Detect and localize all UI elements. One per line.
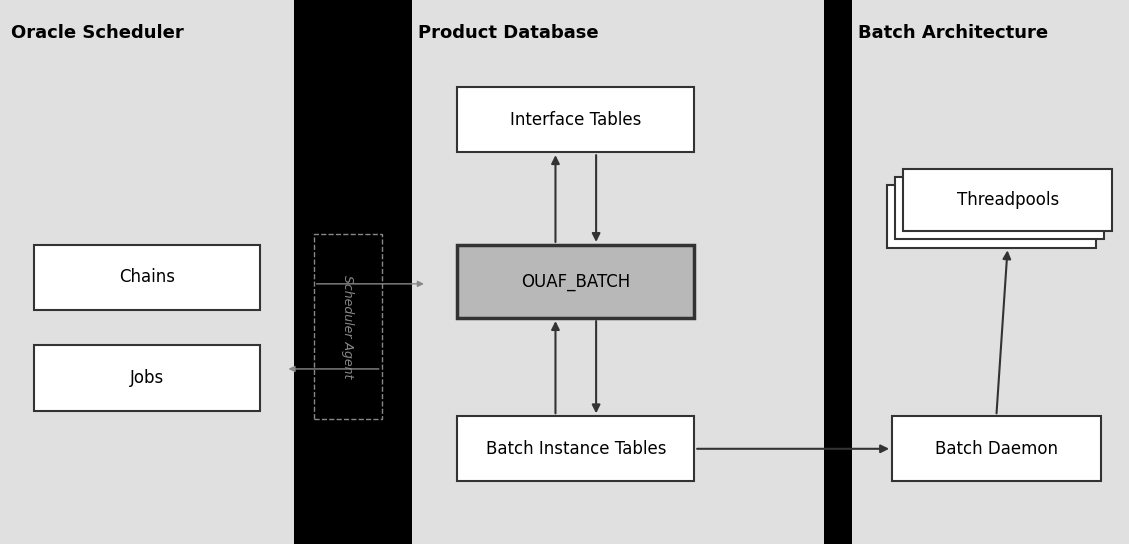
Text: Scheduler Agent: Scheduler Agent — [341, 275, 355, 378]
Bar — [852, 0, 1129, 544]
Bar — [457, 416, 694, 481]
Bar — [412, 0, 824, 544]
Text: Jobs: Jobs — [130, 369, 164, 387]
Text: Interface Tables: Interface Tables — [510, 110, 641, 129]
Bar — [887, 185, 1096, 248]
Text: Batch Instance Tables: Batch Instance Tables — [485, 440, 666, 458]
Bar — [457, 245, 694, 318]
Text: Oracle Scheduler: Oracle Scheduler — [11, 24, 184, 42]
Bar — [0, 0, 294, 544]
Text: Batch Daemon: Batch Daemon — [935, 440, 1058, 458]
Bar — [34, 245, 260, 310]
Bar — [903, 169, 1112, 231]
Bar — [314, 234, 382, 419]
Text: OUAF_BATCH: OUAF_BATCH — [522, 273, 630, 290]
Bar — [895, 177, 1104, 239]
Text: Chains: Chains — [119, 268, 175, 287]
Text: Batch Architecture: Batch Architecture — [858, 24, 1048, 42]
Text: Threadpools: Threadpools — [956, 191, 1059, 209]
Bar — [34, 345, 260, 411]
Text: Product Database: Product Database — [418, 24, 598, 42]
Bar — [457, 87, 694, 152]
Bar — [892, 416, 1101, 481]
